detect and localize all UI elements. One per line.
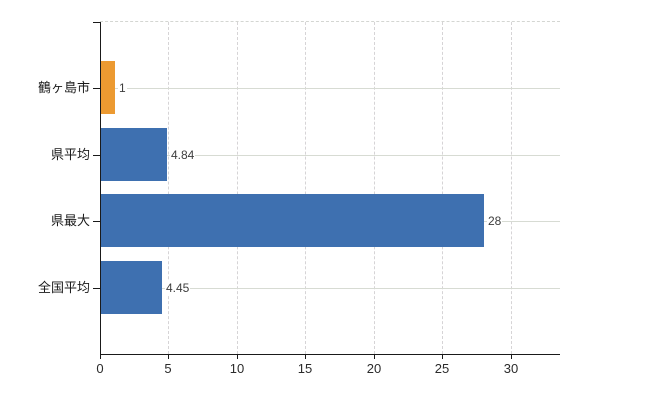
x-axis-tick [100, 355, 101, 359]
value-label: 28 [487, 214, 503, 228]
bar [101, 128, 167, 181]
gridline-v [305, 22, 307, 354]
gridline-v [374, 22, 376, 354]
gridline-v [168, 22, 170, 354]
y-axis-tick [93, 88, 100, 89]
category-label: 全国平均 [37, 280, 90, 295]
category-label: 県最大 [50, 213, 90, 228]
category-label: 鶴ヶ島市 [37, 80, 90, 95]
x-axis-tick [237, 355, 238, 359]
x-tick-label: 10 [229, 361, 245, 376]
bar [101, 261, 162, 314]
gridline-v [511, 22, 513, 354]
y-axis-tick [93, 288, 100, 289]
gridline-top [100, 21, 560, 23]
x-axis-tick [168, 355, 169, 359]
x-tick-label: 25 [434, 361, 450, 376]
gridline-h [100, 288, 560, 289]
bar [101, 194, 484, 247]
x-axis-tick [511, 355, 512, 359]
gridline-v [442, 22, 444, 354]
y-axis-tick [93, 155, 100, 156]
x-tick-label: 30 [503, 361, 519, 376]
x-axis-tick [374, 355, 375, 359]
gridline-v [237, 22, 239, 354]
value-label: 1 [118, 81, 127, 95]
x-axis-line [100, 354, 560, 355]
y-axis-tick [93, 221, 100, 222]
x-tick-label: 0 [96, 361, 104, 376]
gridline-h [100, 88, 560, 89]
value-label: 4.45 [165, 281, 191, 295]
gridline-h [100, 155, 560, 156]
x-axis-tick [442, 355, 443, 359]
y-axis-line [100, 22, 101, 358]
x-tick-label: 5 [164, 361, 172, 376]
x-tick-label: 15 [297, 361, 313, 376]
category-label: 県平均 [50, 147, 90, 162]
y-axis-tick [93, 22, 100, 23]
value-label: 4.84 [170, 148, 196, 162]
x-axis-tick [305, 355, 306, 359]
x-tick-label: 20 [366, 361, 382, 376]
bar [101, 61, 115, 114]
